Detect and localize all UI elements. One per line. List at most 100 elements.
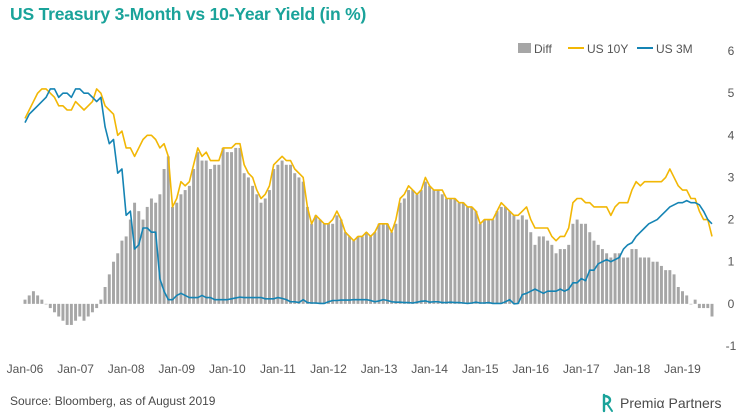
diff-bar (314, 215, 318, 304)
diff-bar (706, 303, 710, 309)
diff-bar (343, 232, 347, 304)
diff-bar (668, 270, 672, 304)
diff-bar (335, 215, 339, 304)
diff-bar (208, 169, 212, 304)
diff-bar (259, 202, 263, 304)
diff-bar (659, 265, 663, 304)
diff-bar (487, 219, 491, 304)
diff-bar (57, 303, 61, 317)
diff-bar (710, 303, 714, 317)
diff-bar (390, 232, 394, 304)
diff-bar (326, 223, 330, 304)
y-tick-label: 3 (728, 170, 735, 184)
diff-bar (482, 219, 486, 304)
diff-bar (693, 299, 697, 304)
diff-bar (331, 223, 335, 304)
diff-bar (149, 198, 153, 304)
diff-bar (495, 211, 499, 304)
diff-bar (449, 198, 453, 304)
diff-bar (541, 236, 545, 304)
diff-bar (474, 211, 478, 304)
brand-name: Premiα Partners (620, 395, 722, 411)
diff-bar (82, 303, 86, 321)
diff-bar (647, 257, 651, 304)
x-tick-label: Jan-18 (614, 362, 651, 376)
diff-bar (520, 215, 524, 304)
diff-bar (116, 253, 120, 304)
diff-bar (103, 287, 107, 304)
diff-bar (643, 257, 647, 304)
diff-bar (162, 169, 166, 304)
diff-bar (664, 270, 668, 304)
x-tick-label: Jan-06 (7, 362, 44, 376)
diff-bar (289, 164, 292, 304)
diff-bar (377, 223, 381, 304)
diff-bar (504, 206, 507, 304)
diff-bar (411, 190, 415, 304)
diff-bar (251, 185, 255, 304)
y-tick-label: 4 (728, 128, 735, 142)
diff-bar (369, 236, 373, 304)
diff-bar (44, 303, 48, 305)
diff-bar (445, 198, 448, 304)
diff-bar (630, 249, 634, 304)
diff-bar (352, 240, 356, 304)
chart-title: US Treasury 3-Month vs 10-Year Yield (in… (10, 4, 367, 24)
diff-bar (364, 232, 368, 304)
x-tick-label: Jan-16 (512, 362, 549, 376)
diff-bar (179, 194, 183, 304)
diff-bar (558, 249, 562, 304)
diff-bar (550, 244, 554, 304)
diff-bar (689, 303, 693, 305)
brand-logo: Premiα Partners (600, 393, 721, 413)
us10y-line (24, 88, 713, 242)
diff-bar (702, 303, 706, 309)
diff-bar (651, 261, 655, 304)
source-note: Source: Bloomberg, as of August 2019 (10, 394, 216, 408)
diff-bar (318, 219, 322, 304)
x-tick-label: Jan-12 (310, 362, 347, 376)
diff-bar (537, 236, 541, 304)
diff-bar (272, 169, 276, 304)
diff-bar (600, 249, 604, 304)
diff-bar (133, 202, 137, 304)
diff-bar (297, 177, 301, 304)
diff-bar (48, 303, 52, 309)
diff-bar (137, 211, 141, 304)
diff-bar (90, 303, 94, 313)
diff-bar (360, 236, 364, 304)
diff-bar (196, 152, 200, 304)
x-tick-label: Jan-19 (664, 362, 701, 376)
diff-bar (423, 181, 427, 304)
diff-bar (204, 160, 208, 304)
y-axis-ticks: -1 0 1 2 3 4 5 6 (726, 44, 737, 353)
diff-bar (588, 232, 592, 304)
x-tick-label: Jan-14 (411, 362, 448, 376)
diff-bar (584, 223, 588, 304)
diff-bar (213, 164, 217, 304)
legend-diff-label: Diff (534, 42, 552, 56)
diff-bar (339, 219, 343, 304)
diff-bar (626, 257, 630, 304)
diff-bar (529, 232, 533, 304)
diff-bar (516, 219, 520, 304)
diff-bar (293, 173, 297, 304)
diff-bars (23, 147, 714, 325)
x-tick-label: Jan-15 (462, 362, 499, 376)
y-tick-label: 2 (728, 213, 735, 227)
diff-bar (322, 223, 326, 304)
diff-bar (672, 274, 676, 304)
diff-bar (255, 194, 259, 304)
diff-bar (53, 303, 56, 313)
diff-bar (563, 249, 566, 304)
diff-bar (242, 173, 246, 304)
y-tick-label: -1 (726, 339, 737, 353)
diff-bar (65, 303, 69, 325)
x-tick-label: Jan-07 (57, 362, 94, 376)
diff-bar (267, 190, 271, 304)
y-tick-label: 5 (728, 86, 735, 100)
diff-bar (120, 240, 124, 304)
diff-bar (183, 190, 187, 304)
diff-bar (192, 169, 196, 304)
